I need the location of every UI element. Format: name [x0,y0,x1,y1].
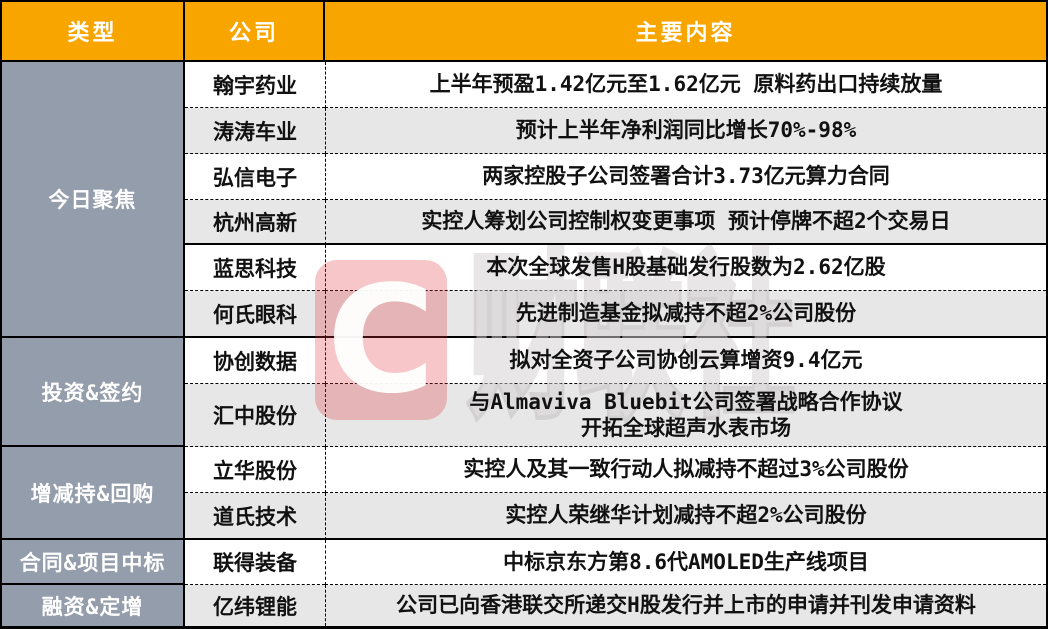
company-cell: 杭州高新 [185,200,325,245]
company-cell: 道氏技术 [185,493,325,540]
company-cell: 何氏眼科 [185,291,325,338]
column-header-company: 公司 [185,2,325,62]
content-cell: 两家控股子公司签署合计3.73亿元算力合同 [325,154,1046,200]
category-cell-contracts: 合同&项目中标 [2,540,185,585]
content-cell: 实控人筹划公司控制权变更事项 预计停牌不超2个交易日 [325,200,1046,245]
content-cell: 拟对全资子公司协创云算增资9.4亿元 [325,338,1046,384]
category-cell-investment: 投资&签约 [2,338,185,447]
category-cell-financing: 融资&定增 [2,585,185,626]
company-cell: 翰宇药业 [185,62,325,108]
content-cell: 与Almaviva Bluebit公司签署战略合作协议 开拓全球超声水表市场 [325,384,1046,447]
content-cell: 本次全球发售H股基础发行股数为2.62亿股 [325,245,1046,291]
company-cell: 汇中股份 [185,384,325,447]
company-cell: 亿纬锂能 [185,585,325,626]
content-cell: 上半年预盈1.42亿元至1.62亿元 原料药出口持续放量 [325,62,1046,108]
content-cell: 公司已向香港联交所递交H股发行并上市的申请并刊发申请资料 [325,585,1046,626]
content-cell: 预计上半年净利润同比增长70%-98% [325,108,1046,154]
category-cell-today-focus: 今日聚焦 [2,62,185,338]
company-cell: 蓝思科技 [185,245,325,291]
company-cell: 弘信电子 [185,154,325,200]
content-cell: 实控人荣继华计划减持不超2%公司股份 [325,493,1046,540]
company-cell: 涛涛车业 [185,108,325,154]
company-cell: 联得装备 [185,540,325,585]
column-header-type: 类型 [2,2,185,62]
company-cell: 立华股份 [185,447,325,493]
company-cell: 协创数据 [185,338,325,384]
column-header-content: 主要内容 [325,2,1046,62]
content-cell: 先进制造基金拟减持不超2%公司股份 [325,291,1046,338]
category-cell-holdings: 增减持&回购 [2,447,185,540]
content-cell: 实控人及其一致行动人拟减持不超过3%公司股份 [325,447,1046,493]
content-cell: 中标京东方第8.6代AMOLED生产线项目 [325,540,1046,585]
